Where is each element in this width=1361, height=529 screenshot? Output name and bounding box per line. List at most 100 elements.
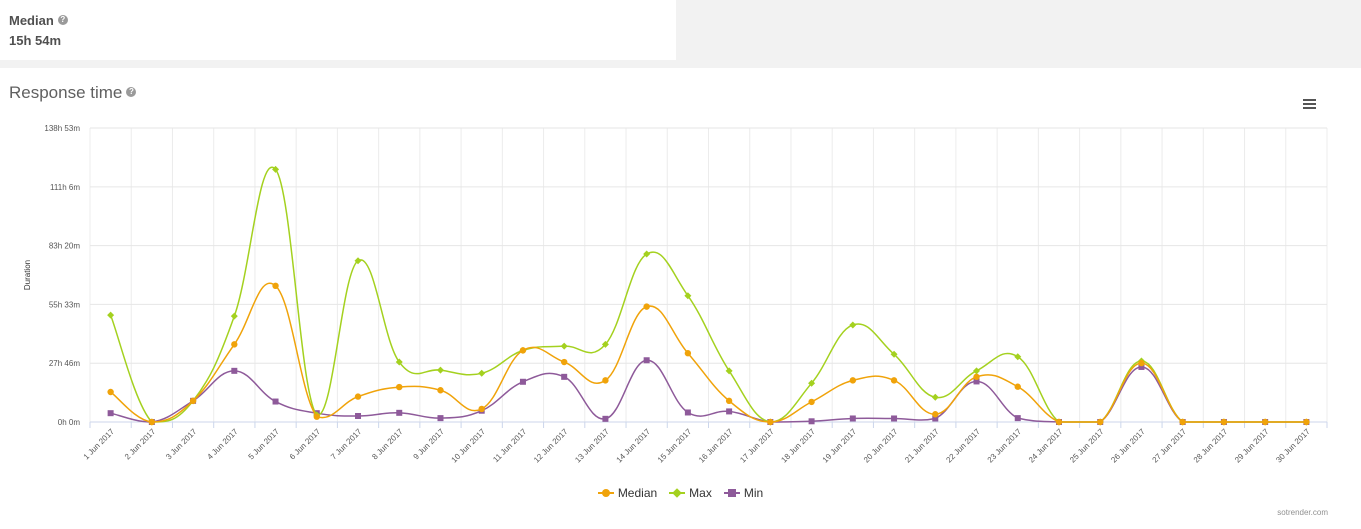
point-max <box>890 350 898 358</box>
y-tick-label: 55h 33m <box>49 300 80 309</box>
point-max <box>684 292 692 300</box>
point-max <box>643 250 651 258</box>
point-max <box>931 393 939 401</box>
x-tick-label: 22 Jun 2017 <box>944 427 982 465</box>
point-median <box>602 377 609 384</box>
point-min <box>396 409 403 416</box>
median-label: Median <box>9 13 54 28</box>
y-tick-label: 0h 0m <box>58 418 81 427</box>
point-min <box>726 408 733 415</box>
point-median <box>560 358 568 366</box>
point-max <box>395 358 403 366</box>
point-median <box>354 393 362 400</box>
x-tick-label: 28 Jun 2017 <box>1192 427 1230 465</box>
point-max <box>601 340 609 348</box>
point-max <box>973 367 981 375</box>
point-min <box>932 415 939 422</box>
point-min <box>849 415 856 422</box>
point-median <box>1179 418 1186 426</box>
x-tick-label: 23 Jun 2017 <box>986 427 1024 465</box>
point-min <box>272 398 279 405</box>
x-tick-label: 24 Jun 2017 <box>1027 427 1065 465</box>
median-label-row: Median? <box>9 13 68 28</box>
point-median <box>1303 418 1310 426</box>
x-tick-label: 16 Jun 2017 <box>697 427 735 465</box>
point-median <box>148 418 156 426</box>
y-tick-label: 111h 6m <box>50 183 80 192</box>
x-tick-label: 18 Jun 2017 <box>779 427 817 465</box>
x-tick-label: 25 Jun 2017 <box>1068 427 1106 465</box>
x-tick-label: 27 Jun 2017 <box>1151 427 1189 465</box>
point-min <box>684 409 691 416</box>
legend-item-max[interactable]: Max <box>669 486 712 500</box>
legend-swatch-max <box>669 488 686 498</box>
point-median <box>684 350 692 357</box>
point-median <box>643 303 650 310</box>
point-median <box>1261 418 1269 426</box>
legend-item-min[interactable]: Min <box>723 486 764 500</box>
chart-title: Response time <box>9 83 123 102</box>
point-median <box>396 383 403 391</box>
legend-swatch-median <box>597 489 614 497</box>
point-median <box>1055 418 1063 426</box>
response-time-chart: 0h 0m 27h 46m 55h 33m 83h 20m 111h 6m 138h 53… <box>23 124 1328 465</box>
point-max <box>272 165 280 173</box>
legend-label-min: Min <box>743 486 764 500</box>
point-median <box>519 347 527 354</box>
x-tick-label: 21 Jun 2017 <box>903 427 941 465</box>
x-tick-label: 6 Jun 2017 <box>288 427 323 462</box>
x-tick-label: 30 Jun 2017 <box>1274 427 1312 465</box>
point-median <box>767 418 774 426</box>
point-min <box>355 413 362 420</box>
x-tick-label: 7 Jun 2017 <box>329 427 364 462</box>
legend-swatch-min <box>723 489 740 497</box>
point-min <box>1138 363 1145 370</box>
help-icon[interactable]: ? <box>57 15 68 25</box>
point-median <box>107 388 114 396</box>
point-min <box>1014 415 1021 422</box>
y-tick-label: 27h 46m <box>49 359 80 368</box>
point-median <box>272 282 279 290</box>
response-time-panel: Response time? 0h 0m 27h 46m 55h 33m 83h 20… <box>0 68 1361 529</box>
x-tick-label: 29 Jun 2017 <box>1233 427 1271 465</box>
point-median <box>890 377 898 384</box>
chart-legend: Median Max Min <box>0 486 1361 500</box>
y-axis-title: Duration <box>23 260 32 290</box>
point-median <box>189 397 197 405</box>
point-median <box>1220 418 1228 426</box>
point-max <box>478 369 486 377</box>
x-tick-label: 14 Jun 2017 <box>615 427 653 465</box>
point-median <box>932 411 939 418</box>
x-tick-label: 5 Jun 2017 <box>247 427 282 462</box>
x-tick-label: 19 Jun 2017 <box>821 427 859 465</box>
point-max <box>230 312 238 320</box>
x-tick-label: 12 Jun 2017 <box>532 427 570 465</box>
point-max <box>354 257 362 265</box>
median-value: 15h 54m <box>9 33 62 48</box>
point-min <box>107 410 114 417</box>
x-tick-label: 11 Jun 2017 <box>491 427 528 464</box>
menu-icon[interactable] <box>1303 99 1316 110</box>
legend-label-max: Max <box>689 486 712 500</box>
x-tick-label: 20 Jun 2017 <box>862 427 900 465</box>
point-median <box>849 377 857 384</box>
series-median <box>107 282 1310 426</box>
credit-text: sotrender.com <box>1277 508 1328 517</box>
point-median <box>1138 359 1145 367</box>
chart-title-row: Response time? <box>9 83 137 103</box>
x-tick-label: 15 Jun 2017 <box>656 427 694 465</box>
help-icon[interactable]: ? <box>126 87 137 97</box>
x-tick-label: 17 Jun 2017 <box>738 427 776 465</box>
point-max <box>808 379 816 387</box>
y-tick-label: 138h 53m <box>44 124 80 133</box>
point-max <box>725 367 733 375</box>
point-min <box>973 378 980 385</box>
point-min <box>519 378 526 385</box>
x-tick-label: 8 Jun 2017 <box>370 427 405 462</box>
x-tick-label: 9 Jun 2017 <box>412 427 447 462</box>
point-max <box>436 366 444 374</box>
legend-item-median[interactable]: Median <box>597 486 657 500</box>
point-max <box>560 342 568 350</box>
point-median <box>231 341 238 348</box>
x-tick-label: 1 Jun 2017 <box>82 427 117 462</box>
